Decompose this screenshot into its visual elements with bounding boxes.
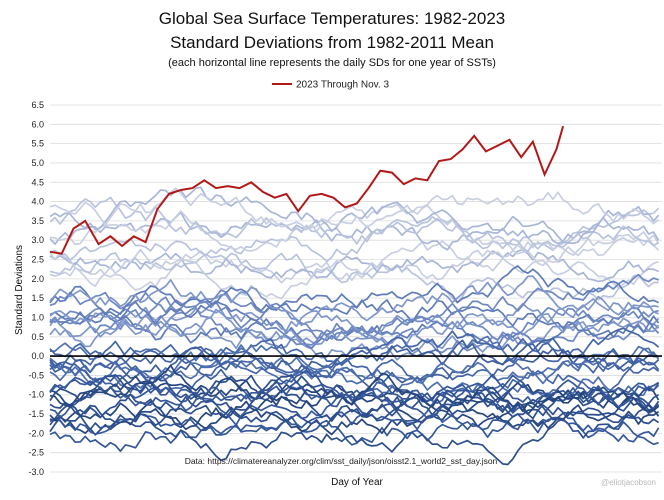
- y-tick-label: 2.5: [31, 255, 44, 265]
- chart-subtitle: Standard Deviations from 1982-2011 Mean: [170, 33, 494, 52]
- y-tick-label: -3.0: [28, 467, 44, 477]
- year-series-line: [49, 373, 660, 420]
- y-tick-label: 0.0: [31, 351, 44, 361]
- y-tick-label: -1.5: [28, 409, 44, 419]
- legend: 2023 Through Nov. 3: [272, 80, 389, 91]
- y-tick-label: 1.5: [31, 293, 44, 303]
- plot-area: 6.5 6.0 5.5 5.0 4.5 4.0 3.5 3.0 2.5 2.0 1.5 1.0 0.5 0…: [28, 100, 662, 477]
- year-series-line: [49, 252, 659, 304]
- y-tick-label: -2.5: [28, 448, 44, 458]
- y-tick-label: 4.5: [31, 177, 44, 187]
- series-2023-line: [49, 125, 565, 255]
- year-series-line: [49, 369, 660, 420]
- y-tick-label: -2.0: [28, 428, 44, 438]
- y-tick-label: 5.5: [31, 139, 44, 149]
- y-tick-label: 5.0: [31, 158, 44, 168]
- yearly-series: [49, 186, 660, 466]
- year-series-line: [49, 275, 659, 327]
- chart-note: (each horizontal line represents the dai…: [168, 57, 496, 69]
- chart-title: Global Sea Surface Temperatures: 1982-20…: [159, 9, 506, 28]
- year-series-line: [49, 250, 659, 291]
- y-axis-label: Standard Deviations: [14, 245, 25, 335]
- year-series-line: [49, 187, 660, 231]
- data-source-note: Data: https://climatereanalyzer.org/clim…: [185, 456, 498, 466]
- year-series-line: [49, 234, 660, 300]
- year-series-line: [49, 364, 660, 414]
- year-series-line: [49, 196, 660, 253]
- y-tick-label: -1.0: [28, 390, 44, 400]
- y-tick-label: 4.0: [31, 197, 44, 207]
- year-series-line: [49, 307, 660, 346]
- year-series-line: [49, 273, 659, 340]
- y-tick-label: 2.0: [31, 274, 44, 284]
- year-series-line: [49, 404, 660, 466]
- y-tick-label: 6.5: [31, 100, 44, 110]
- year-series-line: [49, 338, 660, 384]
- y-tick-label: 3.5: [31, 216, 44, 226]
- year-series-line: [49, 299, 660, 338]
- year-series-line: [49, 265, 659, 316]
- y-axis-ticks: 6.5 6.0 5.5 5.0 4.5 4.0 3.5 3.0 2.5 2.0 1.5 1.0 0.5 0…: [28, 100, 44, 477]
- year-series-line: [49, 386, 660, 435]
- year-series-line: [49, 186, 660, 245]
- y-tick-label: -0.5: [28, 370, 44, 380]
- y-tick-label: 0.5: [31, 332, 44, 342]
- year-series-line: [49, 337, 660, 388]
- legend-label-2023: 2023 Through Nov. 3: [296, 80, 389, 91]
- year-series-line: [49, 379, 660, 424]
- year-series-line: [49, 298, 659, 345]
- y-tick-label: 1.0: [31, 312, 44, 322]
- y-tick-label: 3.0: [31, 235, 44, 245]
- year-series-line: [49, 327, 660, 379]
- year-series-line: [49, 412, 659, 453]
- credit-handle: @eliotjacobson: [601, 478, 656, 487]
- x-axis-label: Day of Year: [331, 477, 383, 488]
- y-tick-label: 6.0: [31, 119, 44, 129]
